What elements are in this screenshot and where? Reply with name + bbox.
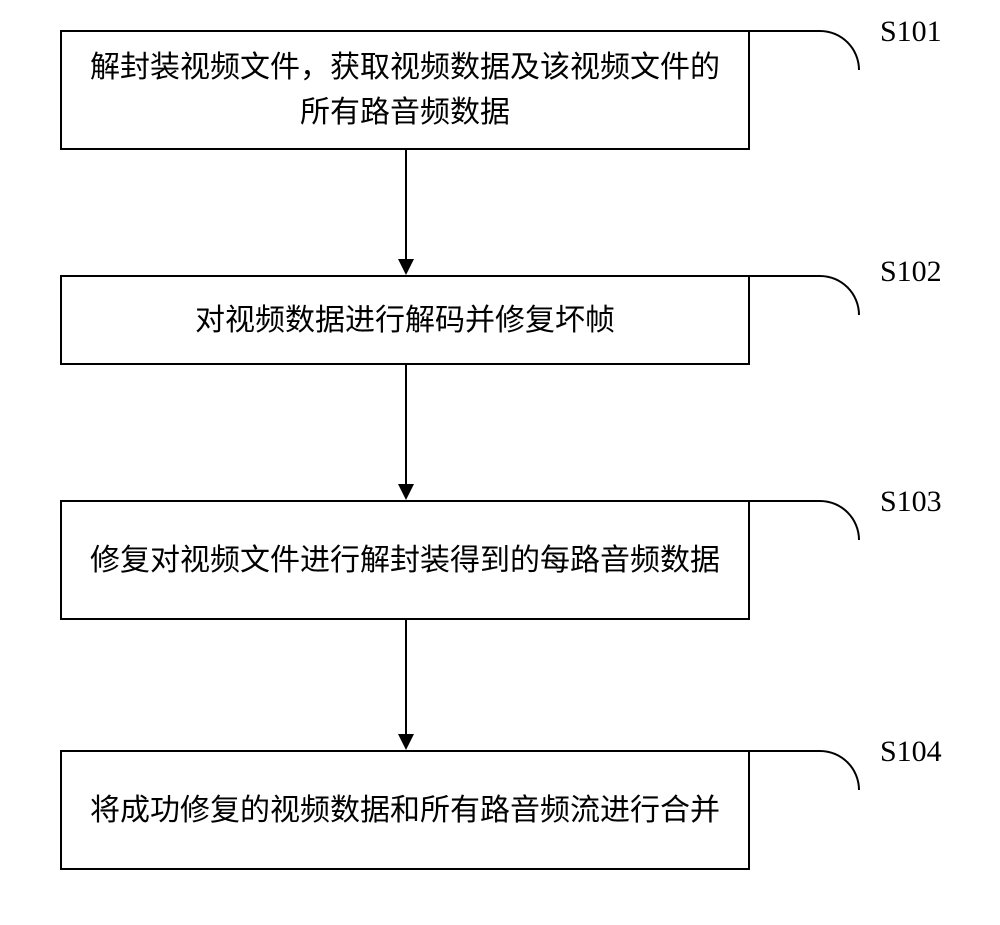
connector-line [750,750,860,790]
flowchart-node-s104: 将成功修复的视频数据和所有路音频流进行合并 [60,750,750,870]
flowchart-container: 解封装视频文件，获取视频数据及该视频文件的所有路音频数据 S101 对视频数据进… [0,0,1000,925]
flowchart-node-s102: 对视频数据进行解码并修复坏帧 [60,275,750,365]
node-text: 解封装视频文件，获取视频数据及该视频文件的所有路音频数据 [82,45,728,135]
step-label-s103: S103 [880,485,942,519]
flowchart-node-s103: 修复对视频文件进行解封装得到的每路音频数据 [60,500,750,620]
connector-line [750,275,860,315]
step-label-s104: S104 [880,735,942,769]
arrow-down [405,365,407,500]
node-text: 对视频数据进行解码并修复坏帧 [195,298,615,343]
arrow-down [405,150,407,275]
flowchart-node-s101: 解封装视频文件，获取视频数据及该视频文件的所有路音频数据 [60,30,750,150]
node-text: 修复对视频文件进行解封装得到的每路音频数据 [90,538,720,583]
connector-line [750,500,860,540]
connector-line [750,30,860,70]
arrow-down [405,620,407,750]
step-label-s101: S101 [880,15,942,49]
node-text: 将成功修复的视频数据和所有路音频流进行合并 [90,788,720,833]
step-label-s102: S102 [880,255,942,289]
